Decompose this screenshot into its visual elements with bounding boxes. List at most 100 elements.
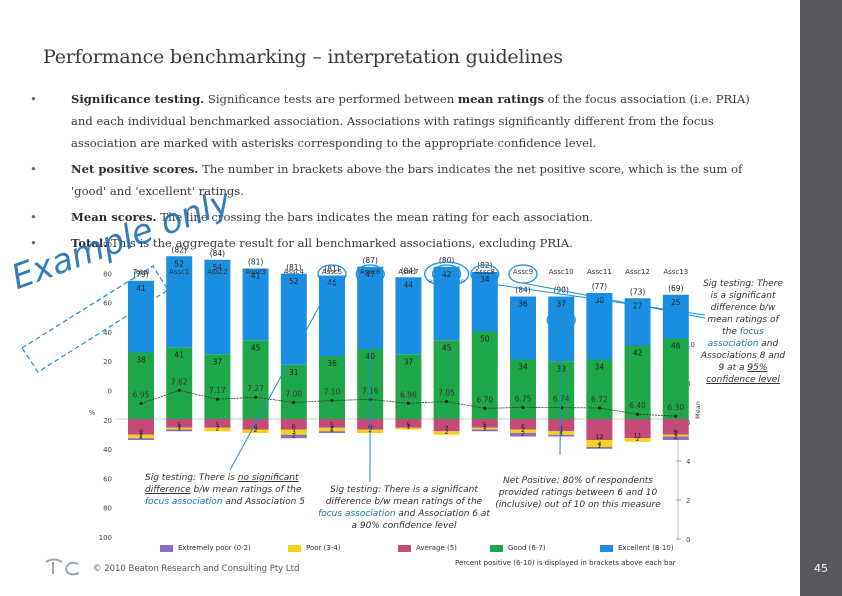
mean-point — [330, 398, 334, 403]
bar-value-label: 34 — [480, 275, 490, 284]
bar-value-label: 6 — [521, 423, 525, 431]
mean-value-label: 6.95 — [133, 390, 150, 399]
bar-value-label: 2 — [521, 430, 525, 438]
mean-point — [674, 414, 678, 418]
y-tick-label: 80 — [103, 505, 112, 513]
mean-value-label: 7.00 — [285, 390, 302, 399]
bar-value-label: 2 — [521, 426, 525, 434]
callout-line — [522, 282, 706, 319]
bar-value-label: 42 — [442, 270, 452, 279]
bullet-item: • Total. This is the aggregate result for… — [30, 232, 750, 254]
legend-item: Poor (3-4) — [288, 544, 341, 552]
category-label: Assc8 — [475, 268, 495, 276]
bar-value-label: 27 — [633, 301, 643, 310]
bar-segment-positive — [510, 359, 536, 419]
bar-segment-positive — [280, 364, 307, 419]
bar-value-label: 31 — [289, 368, 299, 377]
bar-value-label: 36 — [327, 359, 337, 368]
y-tick-label: 100 — [99, 534, 112, 542]
category-label: Assc9 — [513, 268, 533, 276]
mean-value-label: 6.74 — [553, 395, 570, 404]
bar-segment-positive — [242, 340, 269, 419]
bar-value-label: 44 — [404, 280, 414, 289]
bar-segment-negative — [662, 419, 689, 435]
callout-line — [229, 282, 333, 471]
bar-value-label: 2 — [292, 431, 296, 439]
bar-value-label: 45 — [251, 343, 261, 352]
bar-value-label: 50 — [480, 335, 490, 344]
bar-value-label: 47 — [365, 270, 375, 279]
bar-value-label: 1 — [139, 433, 143, 441]
bar-value-label: 2 — [254, 426, 258, 434]
bar-segment-negative — [319, 431, 345, 433]
callout-line — [559, 328, 562, 456]
bar-value-label: 1 — [330, 426, 334, 434]
net-positive-label: (79) — [133, 270, 148, 279]
bar-segment-negative — [471, 427, 498, 430]
bar-segment-negative — [471, 419, 498, 428]
bar-segment-negative — [433, 431, 460, 435]
bar-segment-negative — [586, 440, 613, 447]
bar-value-label: 36 — [518, 300, 528, 309]
category-label: association — [428, 277, 465, 285]
bullet-dot-icon: • — [30, 210, 37, 224]
mean-value-label: 6.72 — [591, 395, 608, 404]
focus-circle — [423, 261, 470, 287]
bar-segment-negative — [166, 427, 193, 430]
legend-item: Extremely poor (0-2) — [160, 544, 251, 552]
y-tick-label: 20 — [103, 417, 112, 425]
bar-value-label: 1 — [177, 424, 181, 432]
bar-value-label: 1 — [483, 423, 487, 431]
bar-value-label: 9 — [674, 428, 678, 436]
page-number: 45 — [814, 562, 828, 575]
category-label: Focus — [437, 268, 457, 276]
annotation-no-significance: Sig testing: There is no significant dif… — [145, 473, 305, 507]
bullet-dot-icon: • — [30, 162, 37, 176]
bar-segment-negative — [510, 419, 536, 430]
bar-segment-positive — [510, 296, 536, 360]
bar-segment-positive — [166, 256, 193, 348]
bar-value-label: 1 — [597, 442, 601, 450]
mean-value-label: 7.17 — [209, 386, 226, 395]
y-tick-label: 60 — [103, 475, 112, 483]
mean-value-label: 6.75 — [515, 394, 532, 403]
bar-segment-negative — [548, 434, 575, 437]
bar-segment-negative — [662, 434, 689, 437]
net-positive-label: (73) — [630, 287, 645, 296]
bar-value-label: 45 — [442, 343, 452, 352]
bar-value-label: 37 — [213, 357, 223, 366]
example-box — [21, 265, 169, 373]
y2-axis-label: Mean — [694, 401, 702, 419]
mean-point — [406, 401, 410, 405]
legend-item: Good (6-7) — [490, 544, 546, 552]
legend-swatch — [160, 544, 173, 552]
callout-line — [484, 282, 706, 316]
bar-segment-positive — [128, 280, 154, 353]
mean-value-label: 6.70 — [476, 395, 493, 404]
bar-value-label: 5 — [330, 421, 334, 429]
bar-segment-negative — [128, 419, 154, 435]
bar-segment-negative — [510, 433, 536, 437]
category-label: Assc2 — [207, 268, 227, 276]
category-label: Assc4 — [284, 268, 305, 276]
bar-value-label: 5 — [406, 421, 410, 429]
bar-value-label: 7 — [445, 424, 449, 432]
bar-segment-positive — [586, 293, 613, 360]
bar-segment-negative — [166, 429, 193, 432]
bar-segment-positive — [395, 354, 422, 419]
legend-note: Percent positive (6-10) is displayed in … — [455, 559, 676, 567]
y2-tick-label: 2 — [686, 497, 690, 505]
bar-segment-negative — [280, 419, 307, 430]
category-label: Assc10 — [549, 268, 574, 276]
bar-value-label: 3 — [292, 428, 296, 436]
chart-legend: Extremely poor (0-2) Poor (3-4) Average (5… — [160, 544, 680, 554]
net-positive-label: (81) — [286, 263, 301, 272]
annotation-sig-95: Sig testing: There is a significant diff… — [700, 279, 786, 385]
category-label: Assc3 — [245, 268, 265, 276]
bar-segment-positive — [471, 272, 498, 332]
category-label: Assc13 — [663, 268, 688, 276]
y-tick-label: 100 — [99, 241, 112, 249]
bar-segment-negative — [395, 419, 422, 428]
bar-segment-negative — [128, 438, 154, 440]
